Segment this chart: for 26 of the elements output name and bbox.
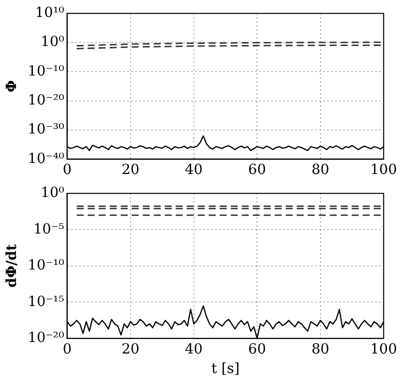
y-tick-label: 10⁻¹⁵ — [28, 294, 65, 310]
x-tick-label: 60 — [248, 341, 266, 358]
x-tick-label: 100 — [370, 162, 398, 178]
x-tick-label: 20 — [122, 341, 140, 358]
x-tick-label: 20 — [122, 162, 140, 178]
y-tick-label: 10⁻²⁰ — [28, 330, 65, 346]
y-tick-label: 10⁰ — [40, 185, 65, 202]
y-tick-label: 10⁻¹⁰ — [28, 63, 65, 80]
x-tick-label: 0 — [62, 162, 72, 178]
x-axis-title: t [s] — [211, 361, 240, 378]
y-axis-title: dΦ/dt — [4, 244, 20, 288]
x-tick-label: 60 — [248, 162, 266, 178]
x-tick-label: 80 — [311, 341, 330, 358]
x-tick-label: 40 — [184, 341, 203, 358]
x-tick-label: 80 — [311, 162, 330, 178]
y-tick-label: 10⁻⁵ — [33, 221, 65, 238]
x-tick-label: 100 — [370, 341, 398, 358]
y-tick-label: 10¹⁰ — [35, 5, 65, 22]
y-tick-label: 10⁻²⁰ — [28, 92, 65, 109]
x-tick-label: 40 — [184, 162, 203, 178]
y-axis-title: Φ — [4, 80, 20, 92]
y-tick-label: 10⁻¹⁰ — [28, 258, 65, 274]
y-tick-label: 10⁻³⁰ — [28, 122, 65, 138]
x-tick-label: 0 — [62, 341, 72, 358]
y-tick-label: 10⁻⁴⁰ — [28, 150, 65, 167]
y-tick-label: 10⁰ — [40, 34, 65, 50]
